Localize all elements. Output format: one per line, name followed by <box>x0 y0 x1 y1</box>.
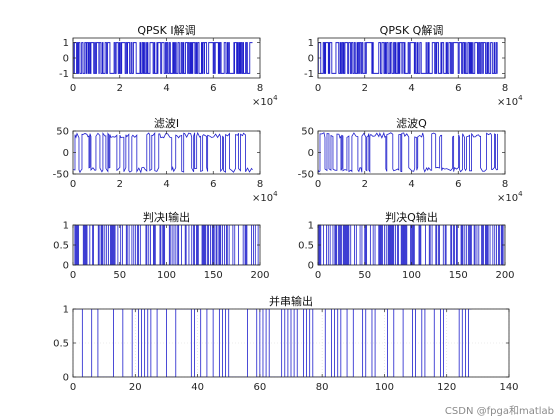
x-tick-label: 100 <box>375 382 394 393</box>
x-tick-label: 2 <box>117 179 123 190</box>
series-line <box>318 42 498 74</box>
x-tick-label: 2 <box>362 83 368 94</box>
x-tick-label: 150 <box>449 270 468 281</box>
x-exponent-power: 4 <box>518 190 523 198</box>
x-tick-label: 8 <box>502 83 508 94</box>
x-tick-label: 6 <box>210 179 216 190</box>
y-tick-label: 0 <box>63 148 69 159</box>
x-tick-label: 20 <box>129 382 142 393</box>
x-tick-label: 0 <box>70 83 76 94</box>
x-tick-label: 100 <box>402 270 421 281</box>
y-tick-label: 0 <box>63 373 69 384</box>
axes-box <box>72 130 261 175</box>
x-tick-label: 6 <box>455 83 461 94</box>
watermark-text: CSDN @fpga和matlab <box>444 406 554 417</box>
x-tick-label: 40 <box>191 382 204 393</box>
x-exponent-power: 4 <box>518 94 523 102</box>
x-tick-label: 50 <box>113 270 126 281</box>
y-tick-label: 1 <box>308 221 314 232</box>
y-tick-label: 1 <box>308 38 314 49</box>
subplot-title: 滤波Q <box>396 117 427 130</box>
y-tick-label: -1 <box>59 69 69 80</box>
x-tick-label: 8 <box>257 179 263 190</box>
x-tick-label: 100 <box>157 270 176 281</box>
series-line <box>73 225 260 265</box>
x-tick-label: 0 <box>315 270 321 281</box>
y-tick-label: 0 <box>63 54 69 65</box>
x-tick-label: 60 <box>253 382 266 393</box>
x-exponent-label: ×104 <box>497 94 523 108</box>
series-line <box>73 309 472 377</box>
subplot-title: 滤波I <box>154 117 179 130</box>
subplot-5: 0 50 100 150 200 0 0.5 1 判决I输出 <box>53 210 269 281</box>
subplot-title: QPSK I解调 <box>137 23 195 37</box>
y-tick-label: 1 <box>63 305 69 316</box>
x-exponent-label: ×104 <box>497 190 523 204</box>
x-tick-label: 8 <box>502 179 508 190</box>
x-tick-label: 0 <box>70 270 76 281</box>
subplot-7: 0 20 40 60 80 100 120 140 0 0.5 1 并串输出 <box>53 294 518 393</box>
x-tick-label: 200 <box>250 270 269 281</box>
series-line <box>318 225 505 265</box>
x-tick-label: 6 <box>210 83 216 94</box>
x-tick-label: 6 <box>455 179 461 190</box>
y-tick-label: 0 <box>308 261 314 272</box>
y-tick-label: 0 <box>308 54 314 65</box>
series-line <box>73 42 253 74</box>
x-exponent-label: ×104 <box>252 94 278 108</box>
y-tick-label: -50 <box>298 170 314 181</box>
y-tick-label: 1 <box>63 221 69 232</box>
subplot-title: 判决I输出 <box>143 210 190 224</box>
axes-box <box>317 37 506 79</box>
y-tick-label: 1 <box>63 38 69 49</box>
x-tick-label: 2 <box>117 83 123 94</box>
x-tick-label: 8 <box>257 83 263 94</box>
x-tick-label: 0 <box>70 382 76 393</box>
y-tick-label: 0.5 <box>298 241 314 252</box>
series-line <box>318 131 498 174</box>
y-tick-label: -50 <box>53 170 69 181</box>
subplot-6: 0 50 100 150 200 0 0.5 1 判决Q输出 <box>298 210 514 281</box>
axes-box <box>317 130 506 175</box>
series-line <box>73 131 253 174</box>
y-tick-label: -1 <box>304 69 314 80</box>
subplot-title: 判决Q输出 <box>385 210 438 224</box>
x-tick-label: 0 <box>315 83 321 94</box>
x-tick-label: 4 <box>163 83 169 94</box>
x-tick-label: 4 <box>163 179 169 190</box>
x-exponent-power: 4 <box>273 190 278 198</box>
y-tick-label: 0 <box>308 148 314 159</box>
x-tick-label: 50 <box>358 270 371 281</box>
x-tick-label: 200 <box>495 270 514 281</box>
x-tick-label: 0 <box>70 179 76 190</box>
y-tick-label: 0 <box>63 261 69 272</box>
y-tick-label: 50 <box>301 127 314 138</box>
x-exponent-label: ×104 <box>252 190 278 204</box>
x-tick-label: 2 <box>362 179 368 190</box>
y-tick-label: 50 <box>56 127 69 138</box>
x-tick-label: 80 <box>316 382 329 393</box>
x-tick-label: 150 <box>204 270 223 281</box>
x-tick-label: 4 <box>408 179 414 190</box>
x-tick-label: 140 <box>499 382 518 393</box>
x-tick-label: 4 <box>408 83 414 94</box>
subplot-title: 并串输出 <box>269 294 313 308</box>
x-tick-label: 0 <box>315 179 321 190</box>
y-tick-label: 0.5 <box>53 241 69 252</box>
x-tick-label: 120 <box>437 382 456 393</box>
y-tick-label: 0.5 <box>53 339 69 350</box>
subplot-title: QPSK Q解调 <box>380 23 444 37</box>
x-exponent-power: 4 <box>273 94 278 102</box>
